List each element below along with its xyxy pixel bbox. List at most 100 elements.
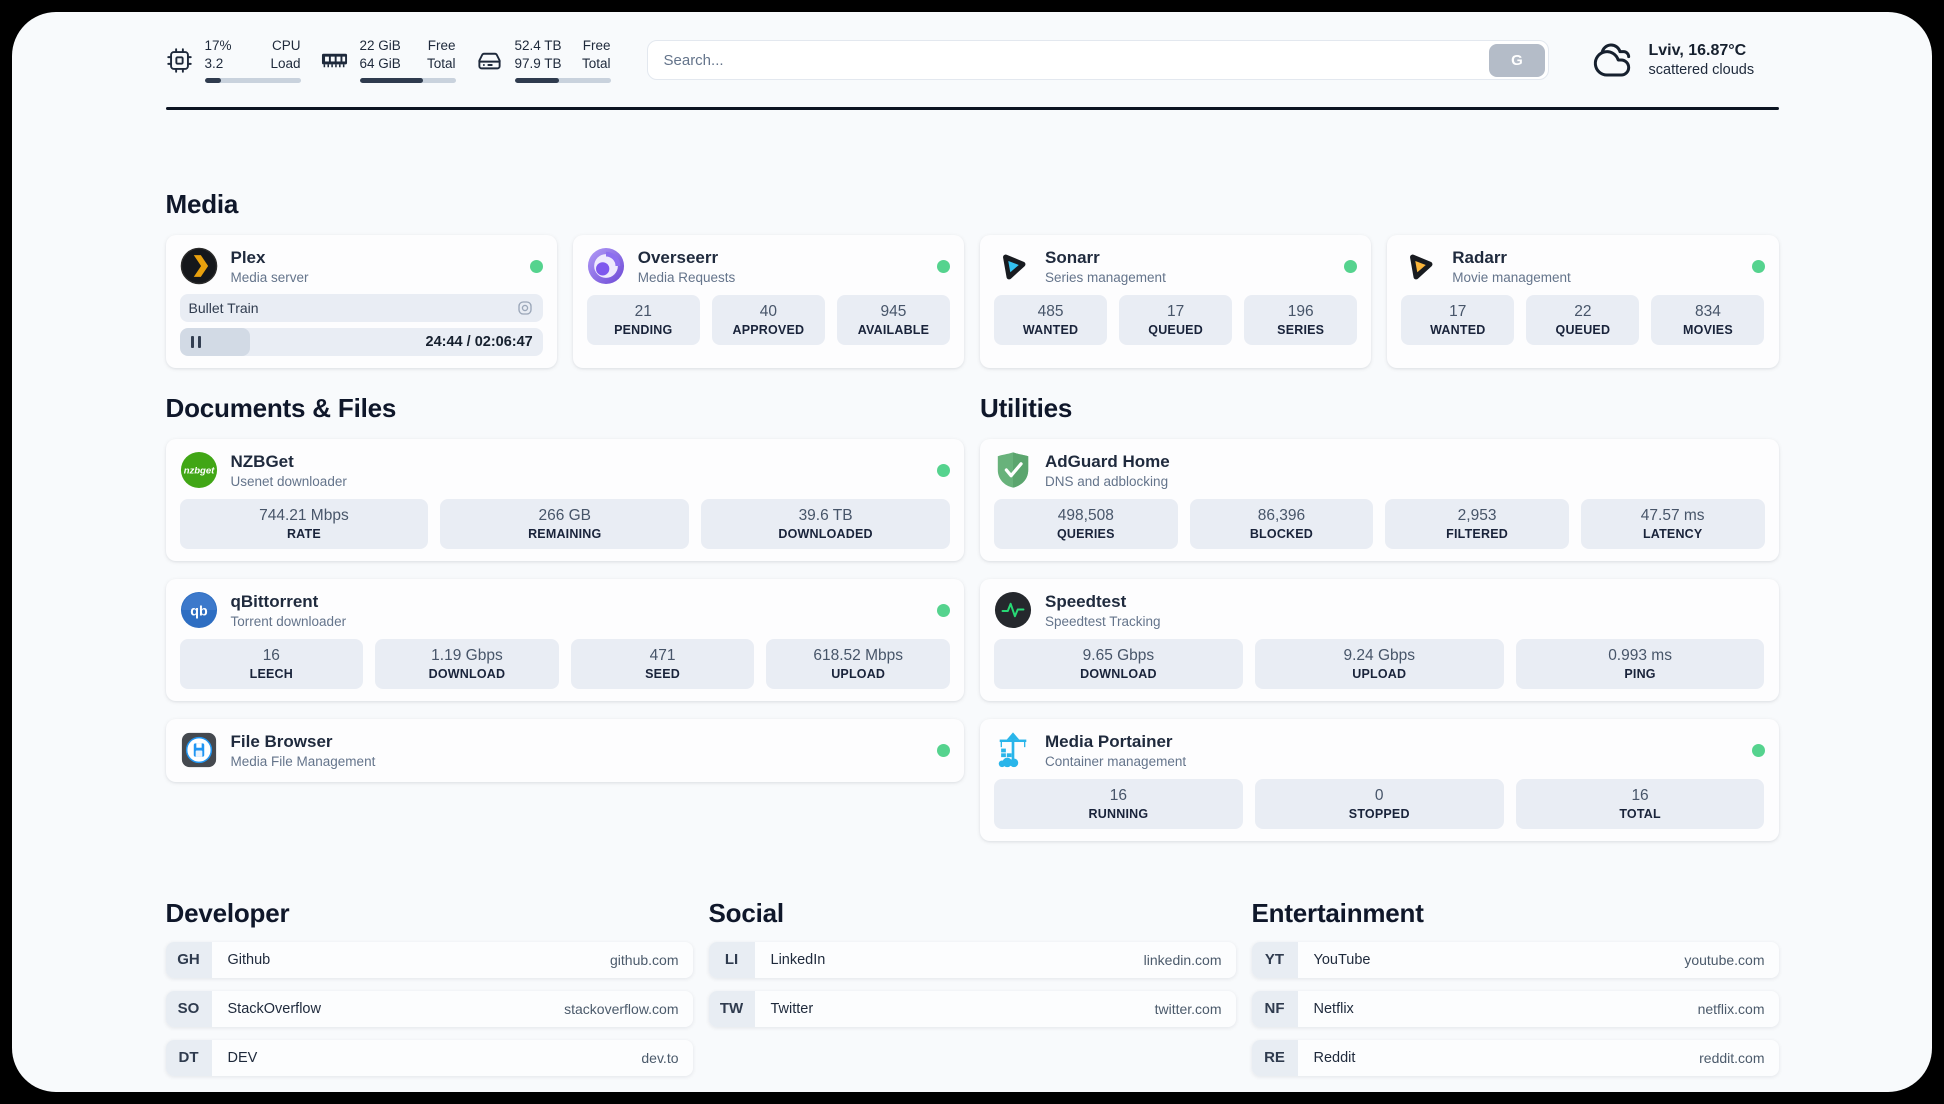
section-title-utilities: Utilities: [980, 392, 1073, 423]
stat-box: 22 QUEUED: [1526, 294, 1640, 345]
search-engine-button[interactable]: G: [1489, 43, 1545, 77]
stat-box: 1.19 Gbps DOWNLOAD: [375, 638, 559, 689]
header-divider: [165, 107, 1779, 110]
stat-box: 266 GB REMAINING: [440, 498, 690, 549]
app-card-overseerr[interactable]: Overseerr Media Requests 21 PENDING 40 A…: [572, 234, 964, 368]
playback-progress-bar[interactable]: 24:44 / 02:06:47: [179, 327, 543, 356]
disk-total-label: Total: [581, 56, 611, 71]
app-name: Sonarr: [1045, 247, 1100, 267]
search-input[interactable]: [646, 40, 1549, 80]
app-description: Media Requests: [637, 269, 736, 285]
bookmark-name: LinkedIn: [770, 951, 826, 968]
app-name: Media Portainer: [1045, 731, 1173, 751]
bookmark-name: Reddit: [1313, 1049, 1356, 1066]
bookmark-github[interactable]: GH Github github.com: [165, 941, 693, 978]
bookmark-name: DEV: [227, 1049, 258, 1066]
weather-widget[interactable]: Lviv, 16.87°C scattered clouds: [1589, 40, 1779, 80]
now-playing-row: Bullet Train: [179, 293, 543, 322]
stat-box: 834 MOVIES: [1651, 294, 1765, 345]
bookmark-domain: twitter.com: [1154, 1000, 1222, 1017]
app-card-qbittorrent[interactable]: qb qBittorrent Torrent downloader 16: [165, 578, 964, 701]
stat-box: 16 RUNNING: [994, 778, 1243, 829]
bookmark-youtube[interactable]: YT YouTube youtube.com: [1251, 941, 1779, 978]
session-disc-icon[interactable]: [516, 299, 534, 317]
bookmark-stackoverflow[interactable]: SO StackOverflow stackoverflow.com: [165, 990, 693, 1027]
bookmark-dev[interactable]: DT DEV dev.to: [165, 1039, 693, 1076]
cpu-progress-fill: [204, 78, 221, 83]
disk-widget: 52.4 TB 97.9 TB Free Total: [476, 37, 611, 83]
stat-label: DOWNLOAD: [1080, 666, 1157, 681]
radarr-icon: [1401, 247, 1439, 285]
stat-box: 86,396 BLOCKED: [1189, 498, 1374, 549]
nzbget-icon: nzbget: [180, 451, 218, 489]
stat-value: 498,508: [1057, 506, 1114, 524]
speedtest-icon: [994, 591, 1032, 629]
stat-box: 945 AVAILABLE: [836, 294, 950, 345]
app-description: Media File Management: [230, 753, 376, 769]
stat-label: SERIES: [1277, 322, 1325, 337]
pause-icon[interactable]: [190, 335, 201, 348]
disk-free-value: 52.4 TB: [514, 38, 562, 53]
app-description: Container management: [1045, 753, 1187, 769]
bookmark-reddit[interactable]: RE Reddit reddit.com: [1251, 1039, 1779, 1076]
stat-value: 2,953: [1457, 506, 1497, 524]
bookmark-domain: linkedin.com: [1143, 951, 1222, 968]
app-card-sonarr[interactable]: Sonarr Series management 485 WANTED 17 Q…: [980, 234, 1372, 368]
stat-box: 0.993 ms PING: [1515, 638, 1765, 689]
bookmark-twitter[interactable]: TW Twitter twitter.com: [708, 990, 1236, 1027]
disk-progress-bar: [514, 78, 611, 83]
qbittorrent-icon: qb: [180, 591, 218, 629]
bookmark-domain: github.com: [610, 951, 679, 968]
section-title-entertainment: Entertainment: [1251, 897, 1424, 928]
bookmark-netflix[interactable]: NF Netflix netflix.com: [1251, 990, 1779, 1027]
status-dot: [1344, 259, 1358, 273]
app-card-plex[interactable]: Plex Media server Bullet Train: [165, 234, 557, 368]
cpu-load-label: Load: [270, 56, 301, 71]
stat-value: 16: [1631, 786, 1649, 804]
app-card-radarr[interactable]: Radarr Movie management 17 WANTED 22 QUE…: [1387, 234, 1779, 368]
app-description: Speedtest Tracking: [1045, 613, 1161, 629]
stat-label: DOWNLOADED: [778, 526, 873, 541]
weather-location-temp: Lviv, 16.87°C: [1648, 42, 1747, 59]
bookmark-group-developer: Developer GH Github github.com SO StackO…: [165, 897, 693, 1076]
stat-label: QUERIES: [1056, 526, 1115, 541]
stat-label: WANTED: [1022, 322, 1079, 337]
stat-label: REMAINING: [528, 526, 602, 541]
bookmark-abbr: LI: [708, 941, 755, 978]
stat-label: LEECH: [249, 666, 293, 681]
overseerr-icon: [587, 247, 625, 285]
bookmark-linkedin[interactable]: LI LinkedIn linkedin.com: [708, 941, 1236, 978]
stat-value: 9.65 Gbps: [1082, 646, 1155, 664]
bookmark-domain: dev.to: [641, 1049, 679, 1066]
section-title-documents: Documents & Files: [165, 392, 397, 423]
status-dot: [1751, 259, 1765, 273]
stat-value: 86,396: [1257, 506, 1306, 524]
stat-value: 39.6 TB: [798, 506, 853, 524]
cpu-icon: [166, 47, 193, 74]
stat-box: 196 SERIES: [1244, 294, 1358, 345]
app-name: Radarr: [1452, 247, 1508, 267]
stat-box: 9.24 Gbps UPLOAD: [1254, 638, 1504, 689]
memory-free-value: 22 GiB: [359, 38, 401, 53]
status-dot: [937, 743, 950, 757]
adguard-icon: [994, 451, 1032, 489]
filebrowser-icon: [180, 731, 218, 769]
bookmark-name: Twitter: [770, 1000, 814, 1017]
stat-label: PING: [1624, 666, 1656, 681]
bookmark-domain: reddit.com: [1699, 1049, 1765, 1066]
app-card-speedtest[interactable]: Speedtest Speedtest Tracking 9.65 Gbps D…: [980, 578, 1779, 701]
stat-value: 1.19 Gbps: [431, 646, 503, 664]
app-card-nzbget[interactable]: nzbget NZBGet Usenet downloader 744.21 M…: [165, 438, 964, 561]
stat-label: RUNNING: [1088, 806, 1149, 821]
app-card-adguard[interactable]: AdGuard Home DNS and adblocking 498,508 …: [980, 438, 1779, 561]
plex-icon: [180, 247, 218, 285]
app-name: AdGuard Home: [1045, 451, 1170, 471]
documents-column: Documents & Files nzbget NZBGet Usenet d…: [165, 392, 964, 782]
stat-box: 471 SEED: [570, 638, 755, 689]
bookmark-domain: stackoverflow.com: [564, 1000, 679, 1017]
memory-total-label: Total: [426, 56, 456, 71]
status-dot: [529, 259, 543, 273]
app-card-filebrowser[interactable]: File Browser Media File Management: [165, 718, 964, 782]
cpu-usage-label: CPU: [271, 38, 301, 53]
app-card-portainer[interactable]: Media Portainer Container management 16 …: [980, 718, 1779, 841]
